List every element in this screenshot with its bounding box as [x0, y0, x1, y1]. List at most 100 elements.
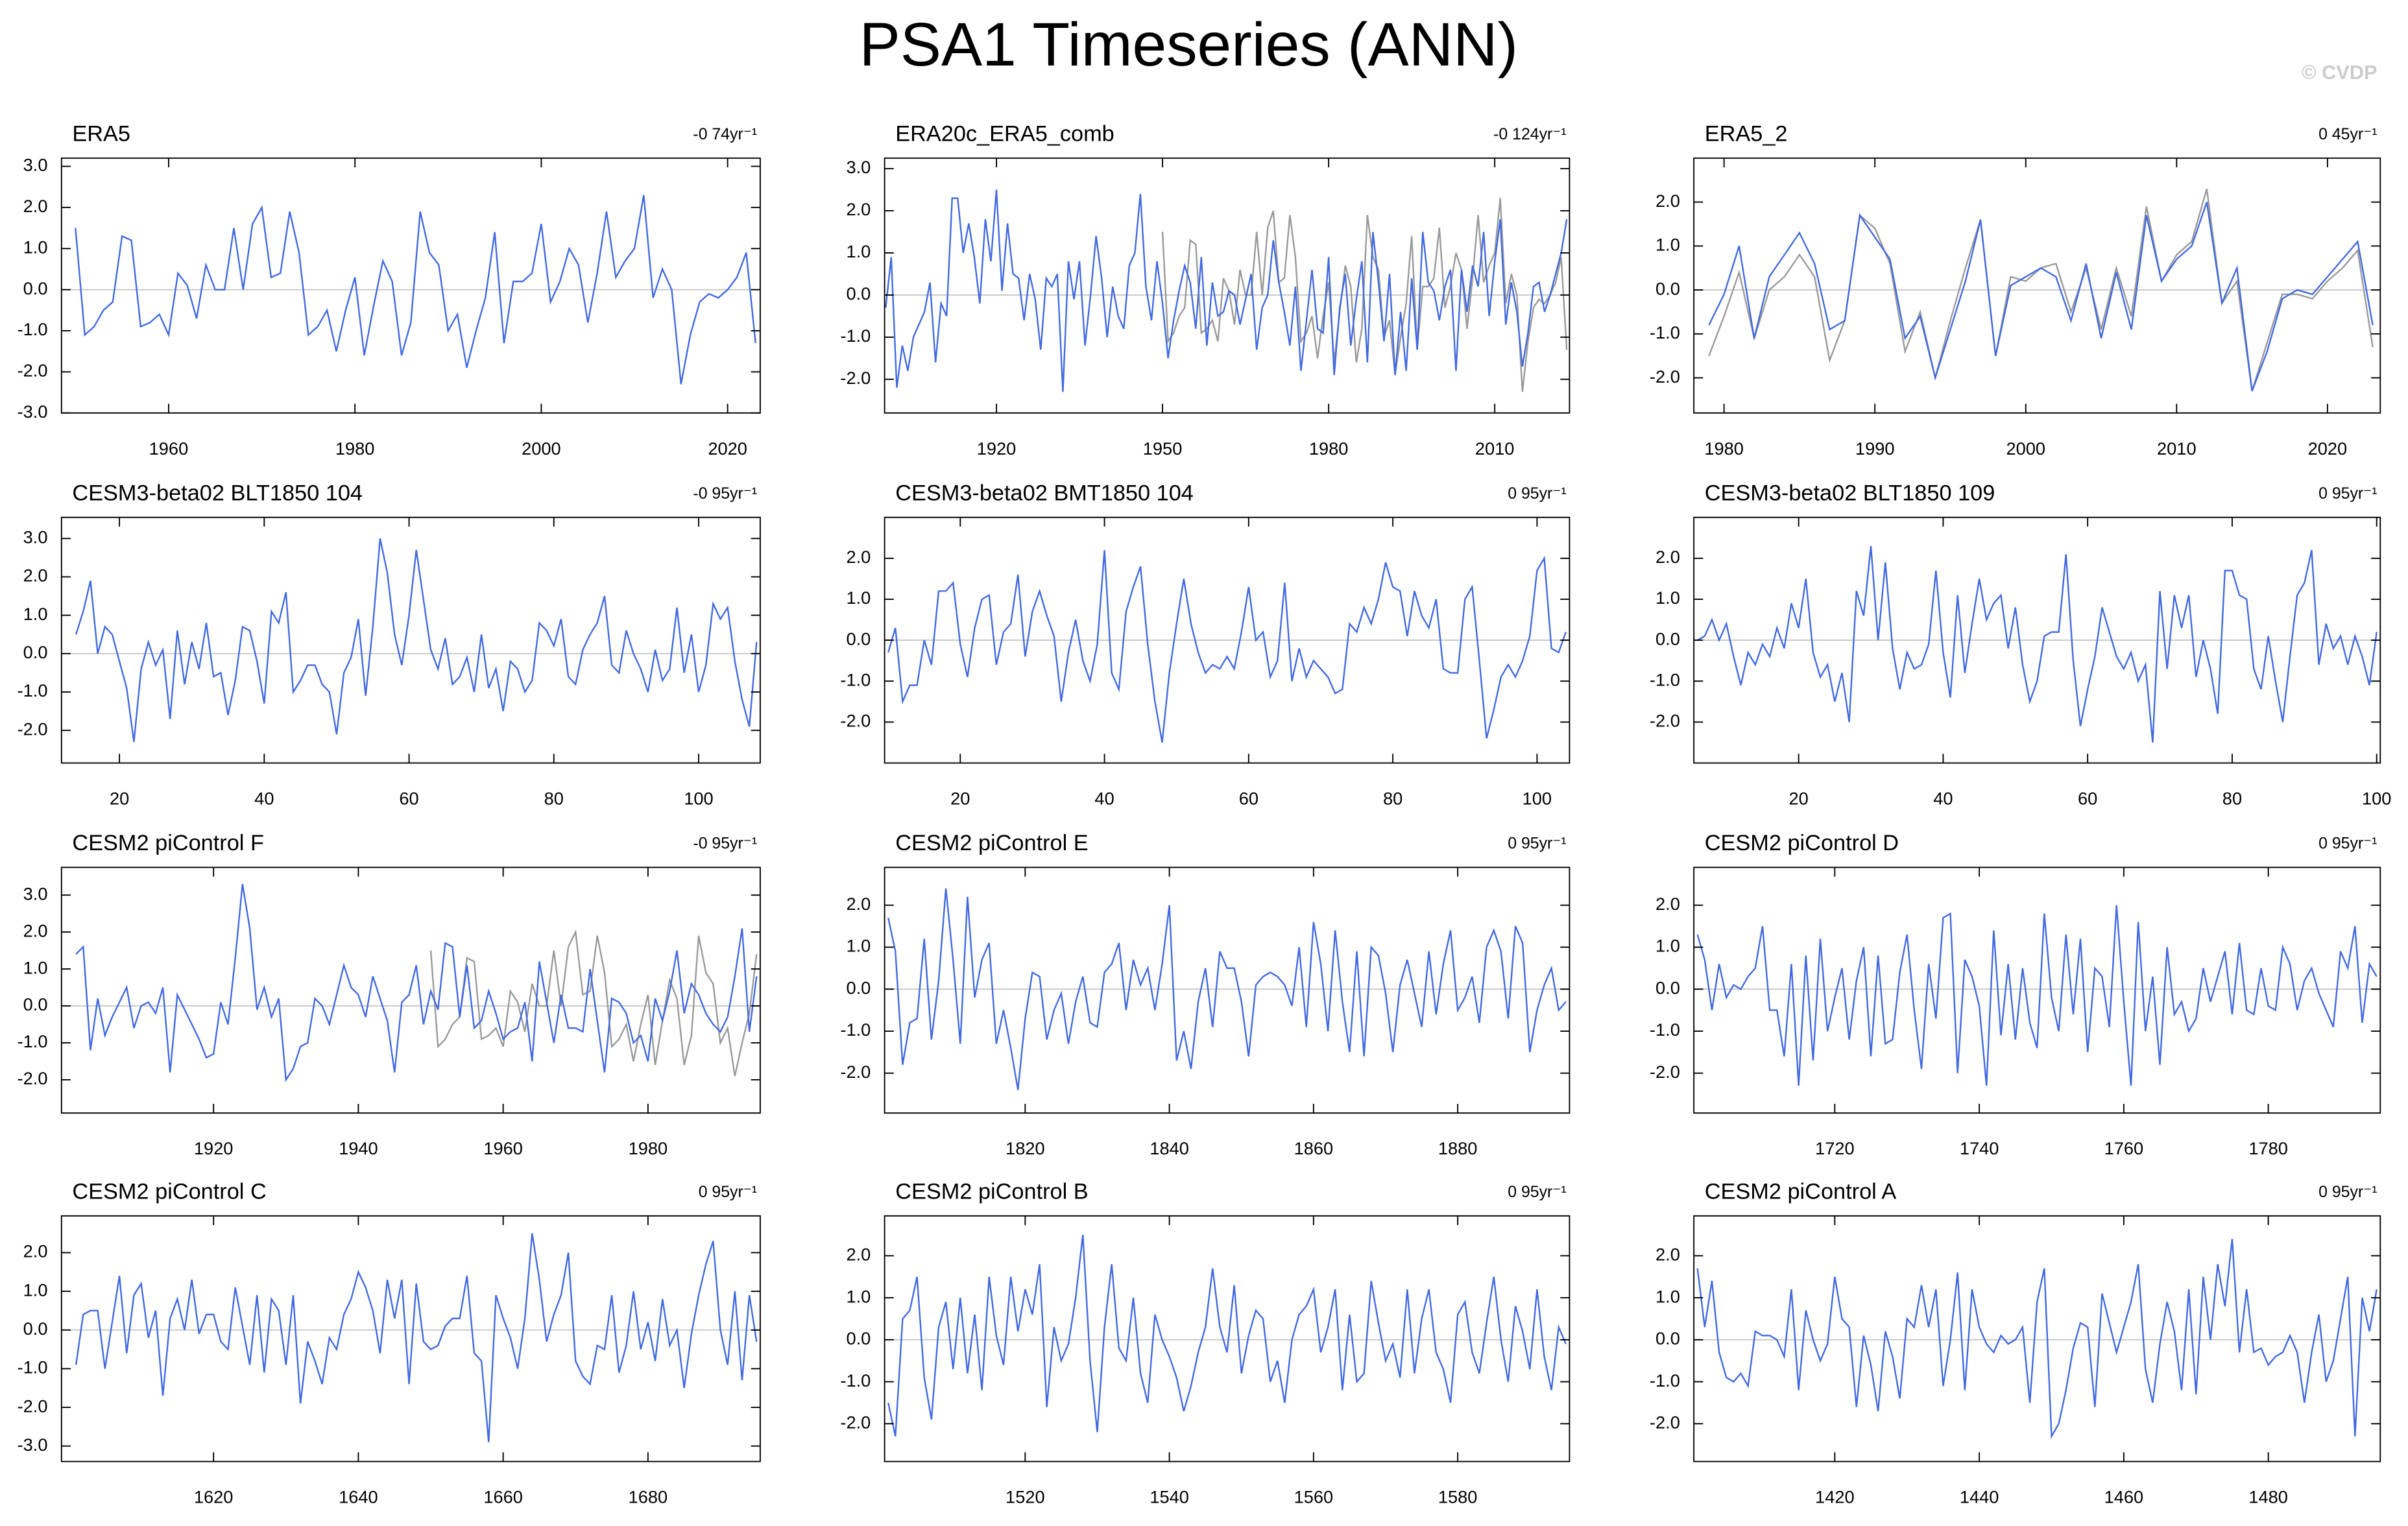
y-tick-label: 2.0 [1655, 1245, 1680, 1265]
x-tick-label: 1940 [339, 1138, 378, 1158]
x-tick-label: 2020 [2308, 438, 2348, 459]
plot-frame [884, 1215, 1571, 1462]
y-tick-label: 1.0 [846, 588, 871, 608]
panel-title: CESM3-beta02 BMT1850 104 [895, 481, 1194, 505]
x-tick-label: 1560 [1294, 1487, 1334, 1507]
x-tick-label: 1640 [339, 1487, 378, 1507]
series-line [1161, 198, 1568, 392]
y-tick-label: 0.0 [846, 628, 871, 649]
y-tick-label: 1.0 [846, 1286, 871, 1306]
series-line [429, 929, 758, 1077]
y-tick-label: -2.0 [840, 1062, 871, 1082]
x-tick-label: 1520 [1005, 1487, 1045, 1507]
panel: CESM2 piControl B 0 95yr⁻¹ -2.0 -1.0 0.0 1.0 2… [840, 1179, 1571, 1507]
panel-title: CESM3-beta02 BLT1850 109 [1705, 481, 1995, 505]
y-tick-label: 2.0 [1655, 191, 1680, 211]
y-tick-label: -2.0 [1650, 366, 1680, 387]
y-tick-label: 2.0 [1655, 547, 1680, 567]
y-tick-label: 2.0 [846, 547, 871, 567]
series-line [75, 1233, 758, 1442]
trend-label: 0 45yr⁻¹ [2318, 126, 2377, 143]
y-tick-label: -2.0 [18, 1396, 48, 1416]
x-tick-label: 80 [2222, 789, 2242, 809]
x-tick-label: 20 [110, 789, 129, 809]
y-tick-label: -1.0 [1650, 1370, 1680, 1390]
y-tick-label: -1.0 [18, 319, 48, 339]
x-tick-label: 80 [1383, 789, 1403, 809]
panel: ERA5_2 0 45yr⁻¹ -2.0 -1.0 0.0 1.0 2.0 1980 1990 2… [1650, 121, 2381, 459]
y-tick-label: -2.0 [18, 719, 48, 739]
trend-label: 0 95yr⁻¹ [2318, 485, 2377, 503]
panel-title: CESM2 piControl C [72, 1179, 266, 1204]
panel-title: CESM2 piControl D [1705, 831, 1899, 855]
y-tick-label: 0.0 [23, 642, 48, 662]
y-tick-label: 0.0 [23, 1318, 48, 1339]
x-tick-label: 1760 [2104, 1138, 2144, 1158]
trend-label: 0 95yr⁻¹ [2318, 1184, 2377, 1201]
panel-title: CESM3-beta02 BLT1850 104 [72, 481, 363, 505]
y-tick-label: -3.0 [18, 401, 48, 422]
trend-label: -0 95yr⁻¹ [693, 485, 757, 503]
y-tick-label: 1.0 [23, 237, 48, 257]
panel-title: ERA20c_ERA5_comb [895, 121, 1114, 146]
panel-title: CESM2 piControl E [895, 831, 1089, 855]
y-tick-label: 1.0 [1655, 588, 1680, 608]
x-tick-label: 1720 [1815, 1138, 1855, 1158]
y-tick-label: -1.0 [840, 1370, 871, 1390]
y-tick-label: 2.0 [23, 566, 48, 586]
y-tick-label: -1.0 [840, 1019, 871, 1040]
x-tick-label: 1860 [1294, 1138, 1334, 1158]
trend-label: -0 74yr⁻¹ [693, 126, 757, 143]
y-tick-label: -2.0 [1650, 1412, 1680, 1432]
panel: ERA5 -0 74yr⁻¹ -3.0 -2.0 -1.0 0.0 1.0 2.0 3.0 196… [18, 121, 761, 459]
trend-label: 0 95yr⁻¹ [699, 1184, 757, 1201]
y-tick-label: -2.0 [840, 368, 871, 388]
x-tick-label: 100 [1523, 789, 1552, 809]
panel: CESM2 piControl E 0 95yr⁻¹ -2.0 -1.0 0.0 1.0 2… [840, 831, 1571, 1158]
y-tick-label: 0.0 [846, 1328, 871, 1348]
x-tick-label: 1540 [1150, 1487, 1189, 1507]
x-tick-label: 1960 [149, 438, 189, 459]
y-tick-label: 3.0 [23, 155, 48, 175]
trend-label: 0 95yr⁻¹ [1508, 485, 1566, 503]
trend-label: -0 95yr⁻¹ [693, 835, 757, 853]
x-tick-label: 60 [1239, 789, 1258, 809]
series-line [75, 195, 756, 385]
x-tick-label: 40 [1933, 789, 1953, 809]
panel-title: CESM2 piControl A [1705, 1179, 1897, 1204]
y-tick-label: 1.0 [1655, 1286, 1680, 1306]
x-tick-label: 1990 [1855, 438, 1895, 459]
y-tick-label: -1.0 [1650, 1019, 1680, 1040]
y-tick-label: -1.0 [840, 669, 871, 689]
y-tick-label: 2.0 [23, 1241, 48, 1261]
y-tick-label: -2.0 [18, 1068, 48, 1088]
y-tick-label: -1.0 [1650, 669, 1680, 689]
y-tick-label: -3.0 [18, 1435, 48, 1455]
x-tick-label: 1440 [1960, 1487, 1999, 1507]
y-tick-label: 0.0 [846, 977, 871, 997]
series-line [1708, 202, 2374, 392]
x-tick-label: 1820 [1005, 1138, 1045, 1158]
y-tick-label: 0.0 [1655, 1328, 1680, 1348]
panel: ERA20c_ERA5_comb -0 124yr⁻¹ -2.0 -1.0 0.0 1.0… [840, 121, 1571, 459]
x-tick-label: 1740 [1960, 1138, 1999, 1158]
y-tick-label: 1.0 [23, 957, 48, 977]
x-tick-label: 20 [950, 789, 970, 809]
x-tick-label: 40 [1094, 789, 1114, 809]
x-tick-label: 80 [544, 789, 564, 809]
series-line [1697, 545, 2378, 743]
y-tick-label: 0.0 [23, 994, 48, 1014]
x-tick-label: 2010 [1475, 438, 1515, 459]
x-tick-label: 1920 [194, 1138, 234, 1158]
y-tick-label: 0.0 [1655, 628, 1680, 649]
x-tick-label: 1460 [2104, 1487, 2144, 1507]
panel: CESM2 piControl C 0 95yr⁻¹ -3.0 -2.0 -1.0 0.0… [18, 1179, 761, 1507]
x-tick-label: 1950 [1143, 438, 1183, 459]
plot-frame [60, 1215, 761, 1462]
x-tick-label: 2000 [2006, 438, 2045, 459]
plot-frame [60, 866, 761, 1114]
x-tick-label: 1620 [194, 1487, 234, 1507]
